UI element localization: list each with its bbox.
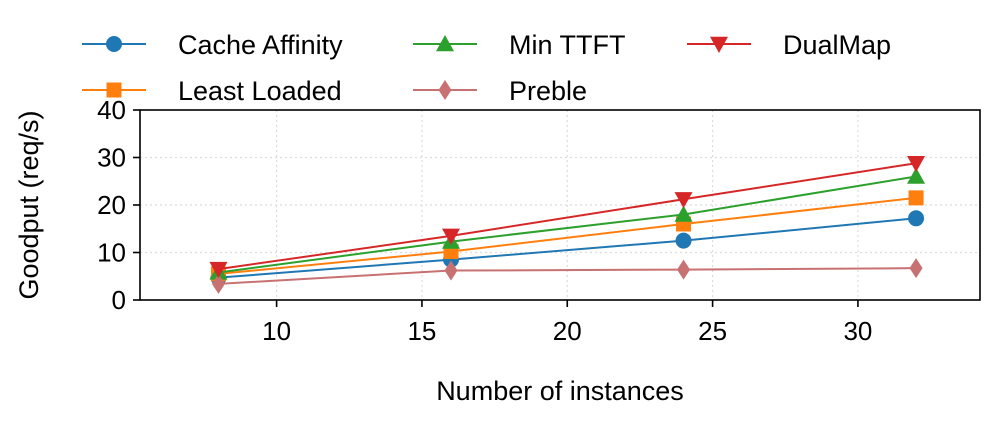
x-tick-label: 15 bbox=[407, 316, 436, 346]
data-point bbox=[442, 228, 461, 245]
data-point bbox=[907, 156, 926, 173]
data-point bbox=[444, 260, 458, 281]
series-line bbox=[218, 162, 917, 271]
x-tick-label: 10 bbox=[262, 316, 291, 346]
legend-label: Cache Affinity bbox=[178, 30, 343, 60]
legend-marker bbox=[106, 82, 122, 98]
x-axis-label: Number of instances bbox=[436, 376, 684, 406]
y-tick-label: 40 bbox=[97, 95, 126, 125]
data-point bbox=[211, 273, 225, 294]
legend-entry-dualmap: DualMap bbox=[687, 30, 891, 60]
y-tick-label: 0 bbox=[112, 285, 126, 315]
legend-entry-cache-affinity: Cache Affinity bbox=[82, 30, 343, 60]
y-axis-label: Goodput (req/s) bbox=[14, 110, 44, 299]
legend-label: DualMap bbox=[783, 30, 891, 60]
series-line bbox=[218, 217, 917, 279]
x-tick-label: 25 bbox=[698, 316, 727, 346]
y-tick-label: 10 bbox=[97, 238, 126, 268]
data-point bbox=[209, 261, 228, 279]
series-dualmap bbox=[209, 156, 926, 279]
series-line bbox=[218, 196, 917, 275]
y-tick-label: 30 bbox=[97, 143, 126, 173]
data-point bbox=[674, 205, 693, 222]
series-line bbox=[218, 267, 917, 285]
legend-marker bbox=[438, 80, 452, 100]
legend-entry-preble: Preble bbox=[413, 76, 587, 106]
axis-ticks: 10 15 20 25 30 0 10 20 30 40 bbox=[97, 95, 872, 346]
data-point bbox=[677, 259, 691, 280]
legend-entry-min-ttft: Min TTFT bbox=[413, 30, 626, 60]
data-point bbox=[907, 167, 926, 184]
series-lines bbox=[209, 156, 926, 294]
legend-marker bbox=[106, 36, 122, 52]
legend-label: Least Loaded bbox=[178, 76, 342, 106]
legend-marker bbox=[436, 35, 454, 52]
series-min-ttft bbox=[209, 167, 926, 280]
data-point bbox=[674, 192, 693, 209]
legend-marker bbox=[710, 36, 728, 53]
data-point bbox=[909, 258, 923, 279]
y-tick-label: 20 bbox=[97, 190, 126, 220]
data-point bbox=[908, 210, 925, 227]
legend: Cache Affinity Least Loaded Min TTFT Preble… bbox=[82, 30, 891, 106]
x-tick-label: 20 bbox=[553, 316, 582, 346]
series-line bbox=[218, 175, 917, 274]
legend-entry-least-loaded: Least Loaded bbox=[82, 76, 342, 106]
data-point bbox=[908, 190, 924, 206]
series-preble bbox=[211, 258, 923, 294]
data-point bbox=[675, 232, 692, 249]
x-tick-label: 30 bbox=[843, 316, 872, 346]
legend-label: Min TTFT bbox=[509, 30, 626, 60]
legend-label: Preble bbox=[509, 76, 587, 106]
